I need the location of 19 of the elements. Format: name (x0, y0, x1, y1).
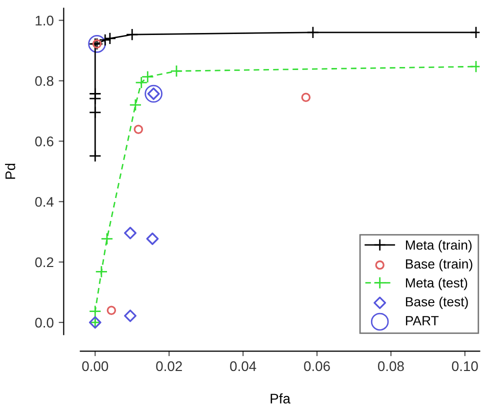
x-axis-title: Pfa (270, 393, 290, 404)
legend-label: Meta (test) (406, 278, 468, 290)
legend-label: Meta (train) (406, 240, 472, 252)
y-tick-label: 1.0 (36, 16, 54, 26)
y-tick-label: 0.0 (35, 318, 54, 328)
x-tick-label: 0.06 (304, 361, 330, 372)
y-axis-title: Pd (5, 164, 16, 179)
y-tick-label: 0.6 (35, 136, 54, 146)
legend-label: PART (406, 316, 439, 326)
y-tick-label: 0.8 (35, 76, 54, 86)
x-tick-label: 0.02 (156, 361, 182, 372)
legend-label: Base (train) (406, 258, 472, 272)
y-tick-label: 0.2 (35, 257, 54, 268)
legend-label: Base (test) (406, 296, 468, 310)
x-tick-label: 0.04 (230, 361, 256, 372)
x-tick-label: 0.10 (452, 361, 478, 372)
y-tick-label: 0.4 (35, 196, 54, 207)
x-tick-label: 0.08 (378, 361, 404, 372)
x-tick-label: 0.00 (82, 361, 108, 372)
